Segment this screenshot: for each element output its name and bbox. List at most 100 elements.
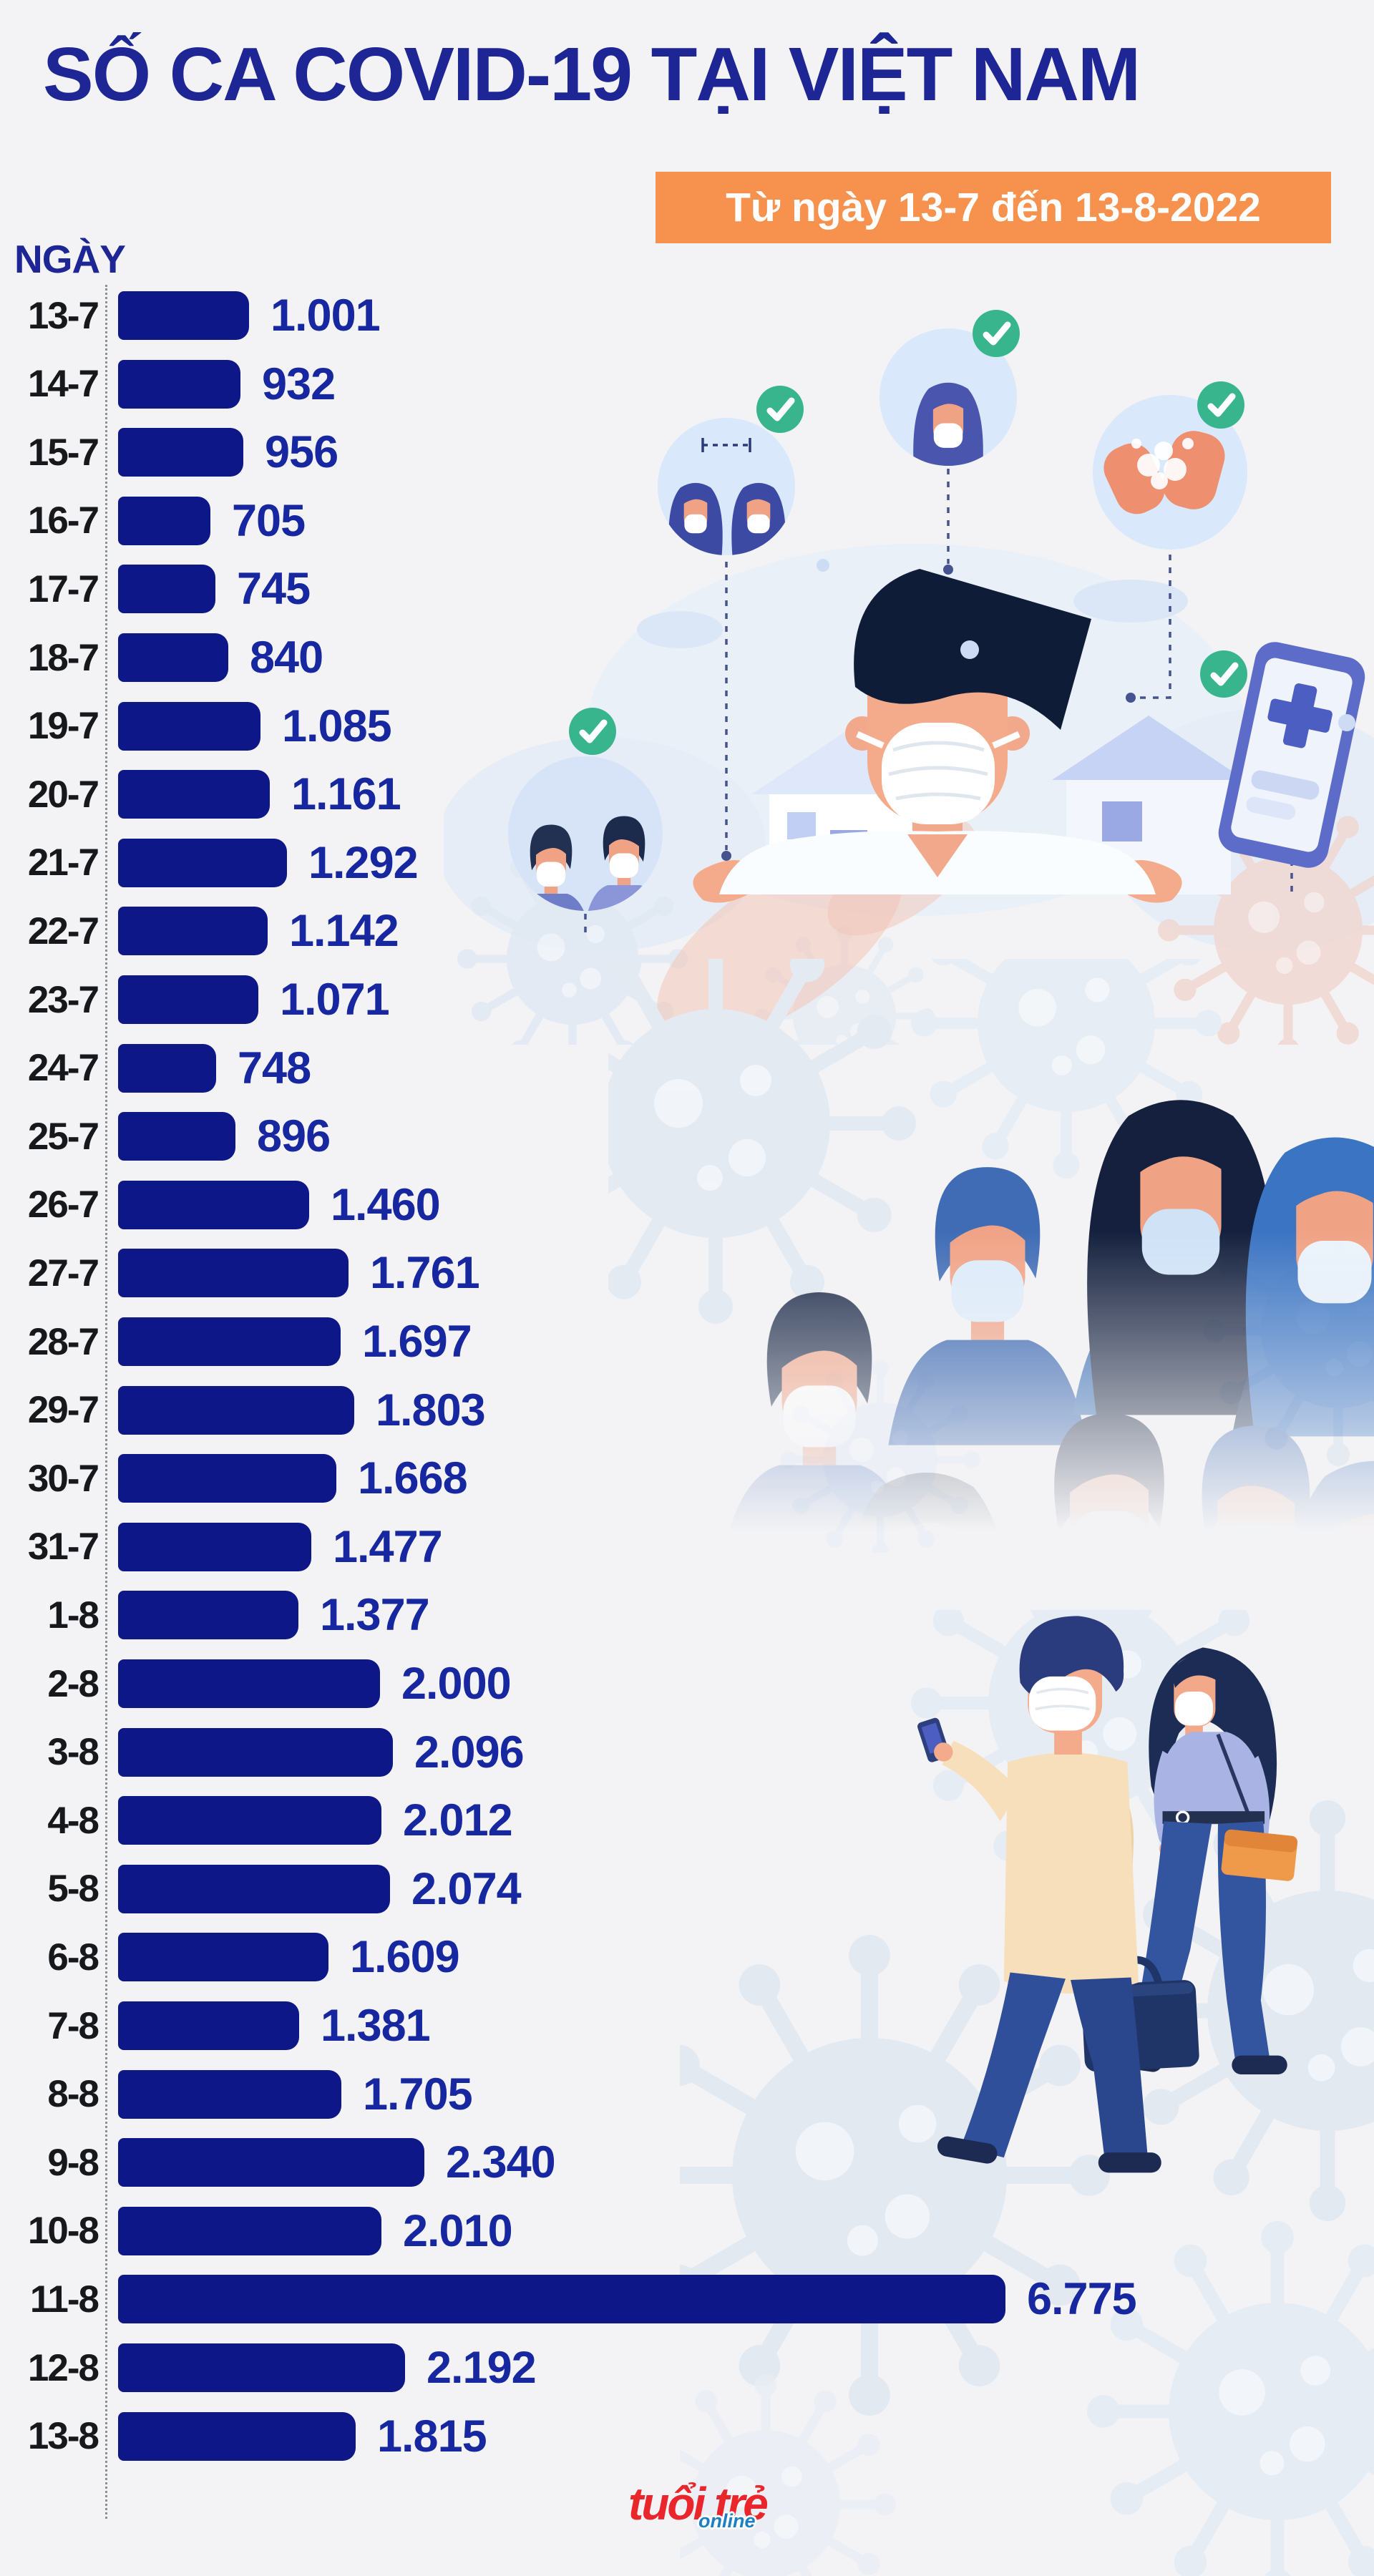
bar-row: 19-7 1.085 [0,701,392,751]
woman-top [1154,1732,1266,1825]
connector-dots [721,565,1136,861]
bar [118,770,270,819]
bar-value-label: 2.340 [446,2137,556,2188]
bar-row: 20-7 1.161 [0,769,401,819]
bar-value-label: 1.815 [377,2411,487,2462]
bar-row: 29-7 1.803 [0,1385,486,1435]
bar-date-label: 16-7 [27,499,99,542]
bar-date-label: 10-8 [27,2210,99,2253]
circle-washing-hands [1093,395,1247,550]
doctor-face-mask [882,723,995,824]
man-leg [1071,1977,1148,2159]
bar [118,2275,1005,2324]
bar-value-label: 2.000 [401,1659,512,1709]
prevention-illustration [444,229,1374,1045]
bar-date-label: 22-7 [27,909,99,952]
bar [118,1317,341,1366]
bar-value-label: 705 [232,495,306,546]
bar [118,2138,424,2187]
bar [118,1933,328,1982]
bar [118,565,215,614]
bar-date-label: 29-7 [27,1389,99,1432]
bar-row: 16-7 705 [0,495,306,546]
bar-value-label: 2.012 [403,1795,513,1846]
bar-value-label: 840 [250,633,323,683]
circle-two-men-masked [508,756,663,911]
bar-row: 30-7 1.668 [0,1453,468,1504]
bar-row: 25-7 896 [0,1111,331,1162]
bar-date-label: 8-8 [47,2073,99,2116]
bar [118,1796,381,1845]
bar-value-label: 2.010 [403,2205,513,2256]
bar [118,1385,354,1435]
bar-date-label: 1-8 [47,1594,99,1636]
bar-value-label: 2.096 [414,1727,525,1777]
doctor-chest [907,834,968,877]
connector-lines [584,469,1293,937]
bar-row: 11-8 6.775 [0,2274,1137,2325]
bar [118,1112,235,1161]
floating-dots [817,559,1355,731]
bar [118,496,210,545]
washing-hands [1103,431,1225,514]
woman-leg [1217,1821,1270,2064]
bar-value-label: 1.085 [282,701,392,751]
bar-row: 22-7 1.142 [0,906,399,957]
bar-row: 28-7 1.697 [0,1317,472,1367]
bar [118,1043,216,1093]
bar [118,1727,393,1777]
man-shoe [1098,2152,1161,2173]
bar-value-label: 1.697 [362,1317,472,1367]
bar-row: 18-7 840 [0,633,323,683]
bar-date-label: 31-7 [27,1526,99,1568]
bar-date-label: 24-7 [27,1047,99,1090]
bar [118,975,258,1024]
bar-value-label: 1.668 [358,1453,468,1504]
bar-date-label: 14-7 [27,363,99,406]
bar-value-label: 1.381 [321,2001,431,2051]
bar-value-label: 956 [265,427,338,478]
tuoi-tre-logo: tuổi trẻ online [628,2477,814,2556]
bar-row: 12-8 2.192 [0,2343,537,2393]
bar-row: 27-7 1.761 [0,1248,480,1299]
bar-value-label: 1.142 [289,906,399,957]
walking-couple [917,1616,1298,2173]
bar-row: 7-8 1.381 [0,2001,431,2051]
bar-value-label: 745 [237,564,311,615]
date-range-badge: Từ ngày 13-7 đến 13-8-2022 [656,172,1331,243]
bar-date-label: 13-8 [27,2415,99,2458]
bar [118,2343,405,2392]
bar-date-label: 25-7 [27,1115,99,1158]
bar-row: 9-8 2.340 [0,2137,556,2188]
bar-date-label: 13-7 [27,294,99,337]
bar [118,1180,309,1229]
bar-value-label: 1.477 [333,1521,443,1572]
bar-row: 13-7 1.001 [0,291,381,341]
bar-value-label: 1.761 [370,1248,480,1299]
bar-row: 6-8 1.609 [0,1932,459,1982]
bar-date-label: 3-8 [47,1731,99,1774]
bar-value-label: 6.775 [1027,2274,1137,2325]
bar-row: 10-8 2.010 [0,2205,513,2256]
bar-date-label: 9-8 [47,2141,99,2184]
bar [118,1249,349,1298]
bar-value-label: 1.292 [308,837,419,888]
bar [118,359,240,409]
bar-row: 4-8 2.012 [0,1795,513,1846]
y-axis-label: NGÀY [14,237,126,281]
bar-value-label: 1.001 [271,291,381,341]
bar-value-label: 748 [238,1043,311,1093]
bar-row: 17-7 745 [0,564,311,615]
bar-date-label: 21-7 [27,841,99,884]
circle-masked-woman [880,328,1017,466]
woman-shoe [1232,2055,1287,2075]
bar-row: 26-7 1.460 [0,1179,441,1230]
bar-date-label: 6-8 [47,1936,99,1979]
bar [118,428,243,477]
bar-value-label: 896 [257,1111,331,1162]
orange-clutch [1221,1829,1298,1881]
bar-date-label: 15-7 [27,431,99,474]
bar-value-label: 1.460 [331,1179,441,1230]
bar-date-label: 27-7 [27,1252,99,1294]
